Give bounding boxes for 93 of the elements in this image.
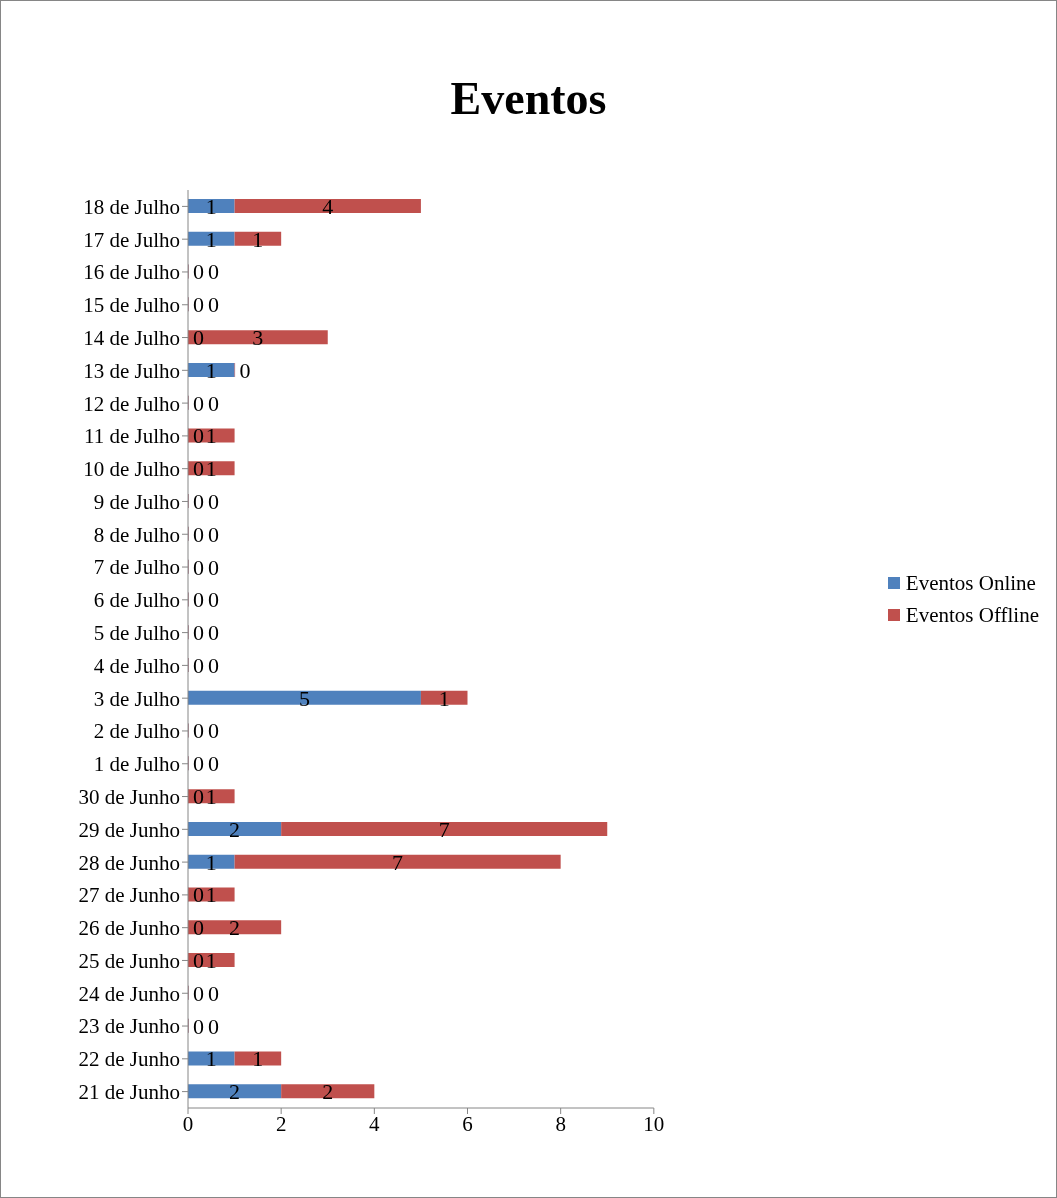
- data-label: 0: [193, 980, 204, 1006]
- y-tick-label: 22 de Junho: [78, 1047, 180, 1072]
- data-label: 0: [193, 915, 204, 941]
- legend-label: Eventos Offline: [905, 602, 1039, 629]
- data-label: 0: [193, 554, 204, 580]
- data-label: 1: [205, 784, 217, 810]
- y-tick-label: 3 de Julho: [93, 686, 180, 711]
- y-tick-label: 2 de Julho: [93, 719, 180, 744]
- data-label: 0: [193, 259, 204, 285]
- data-label: 0: [193, 423, 204, 449]
- x-tick-label: 0: [182, 1111, 194, 1136]
- data-label: 1: [438, 685, 450, 711]
- data-label: 0: [208, 980, 219, 1006]
- y-tick-label: 29 de Junho: [78, 817, 180, 842]
- data-label: 0: [208, 751, 219, 777]
- data-label: 1: [205, 226, 217, 252]
- y-tick-label: 15 de Julho: [83, 293, 180, 318]
- data-label: 0: [193, 456, 204, 482]
- data-label: 0: [208, 390, 219, 416]
- data-label: 2: [229, 816, 241, 842]
- chart-title: Eventos: [449, 72, 608, 125]
- data-label: 0: [208, 488, 219, 514]
- data-label: 0: [208, 292, 219, 318]
- data-label: 4: [322, 193, 334, 219]
- y-tick-label: 1 de Julho: [93, 752, 180, 777]
- data-label: 2: [229, 915, 241, 941]
- y-tick-label: 11 de Julho: [83, 424, 180, 449]
- y-tick-label: 28 de Junho: [78, 850, 180, 875]
- data-label: 0: [193, 620, 204, 646]
- data-label: 1: [205, 357, 217, 383]
- data-label: 0: [193, 292, 204, 318]
- y-tick-label: 26 de Junho: [78, 916, 180, 941]
- data-label: 0: [208, 620, 219, 646]
- y-tick-label: 14 de Julho: [83, 325, 180, 350]
- data-label: 0: [208, 259, 219, 285]
- data-label: 7: [438, 816, 450, 842]
- y-tick-label: 9 de Julho: [93, 489, 180, 514]
- x-tick-label: 6: [462, 1111, 473, 1136]
- data-label: 0: [239, 357, 251, 383]
- y-tick-label: 30 de Junho: [78, 784, 180, 809]
- data-label: 1: [205, 947, 217, 973]
- data-label: 0: [193, 325, 204, 351]
- data-label: 0: [193, 947, 204, 973]
- x-tick-label: 2: [275, 1111, 287, 1136]
- y-tick-label: 5 de Julho: [93, 621, 180, 646]
- data-label: 0: [208, 652, 219, 678]
- data-label: 0: [193, 652, 204, 678]
- data-label: 0: [193, 882, 204, 908]
- data-label: 0: [208, 554, 219, 580]
- data-label: 0: [193, 390, 204, 416]
- data-label: 0: [208, 1013, 219, 1039]
- x-tick-label: 10: [643, 1111, 665, 1136]
- y-tick-label: 6 de Julho: [93, 588, 180, 613]
- y-tick-label: 21 de Junho: [78, 1080, 180, 1105]
- y-tick-label: 12 de Julho: [83, 391, 180, 416]
- y-tick-label: 17 de Julho: [83, 227, 180, 252]
- data-label: 1: [205, 456, 217, 482]
- y-tick-label: 7 de Julho: [93, 555, 180, 580]
- y-tick-label: 16 de Julho: [83, 260, 180, 285]
- data-label: 0: [193, 488, 204, 514]
- data-label: 1: [252, 226, 264, 252]
- y-tick-label: 23 de Junho: [78, 1014, 180, 1039]
- y-tick-label: 13 de Julho: [83, 358, 180, 383]
- y-tick-label: 8 de Julho: [93, 522, 180, 547]
- data-label: 5: [298, 685, 310, 711]
- data-label: 3: [252, 325, 264, 351]
- data-label: 7: [392, 849, 404, 875]
- data-label: 2: [229, 1079, 241, 1105]
- data-label: 0: [193, 521, 204, 547]
- data-label: 0: [193, 718, 204, 744]
- x-tick-label: 4: [369, 1111, 381, 1136]
- data-label: 1: [205, 882, 217, 908]
- data-label: 1: [205, 423, 217, 449]
- y-tick-label: 25 de Junho: [78, 948, 180, 973]
- legend-label: Eventos Online: [905, 570, 1036, 597]
- data-label: 0: [208, 521, 219, 547]
- data-label: 0: [193, 784, 204, 810]
- data-label: 0: [193, 587, 204, 613]
- y-tick-label: 18 de Julho: [83, 194, 180, 219]
- data-label: 0: [208, 718, 219, 744]
- y-tick-label: 27 de Junho: [78, 883, 180, 908]
- data-label: 0: [193, 1013, 204, 1039]
- y-tick-label: 10 de Julho: [83, 457, 180, 482]
- y-tick-label: 4 de Julho: [93, 653, 180, 678]
- x-tick-label: 8: [555, 1111, 566, 1136]
- data-label: 1: [205, 1046, 217, 1072]
- y-tick-label: 24 de Junho: [78, 981, 180, 1006]
- data-label: 1: [205, 193, 217, 219]
- data-label: 0: [193, 751, 204, 777]
- data-label: 2: [322, 1079, 334, 1105]
- data-label: 1: [205, 849, 217, 875]
- data-label: 0: [208, 587, 219, 613]
- data-label: 1: [252, 1046, 264, 1072]
